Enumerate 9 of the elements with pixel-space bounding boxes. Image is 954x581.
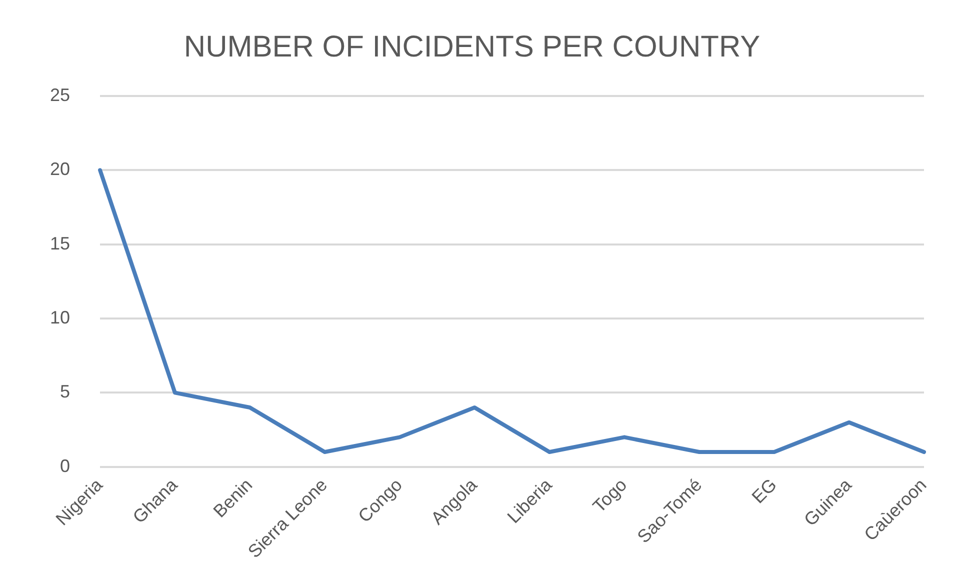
y-tick-label: 10 [50, 307, 70, 328]
x-tick-label: Togo [588, 474, 631, 516]
y-tick-label: 20 [50, 159, 70, 180]
x-tick-label: EG [748, 474, 781, 508]
y-tick-label: 5 [60, 382, 70, 402]
chart-title: NUMBER OF INCIDENTS PER COUNTRY [184, 30, 760, 64]
y-tick-label: 0 [60, 456, 70, 476]
y-tick-label: 15 [50, 233, 70, 254]
y-tick-label: 25 [50, 84, 70, 105]
